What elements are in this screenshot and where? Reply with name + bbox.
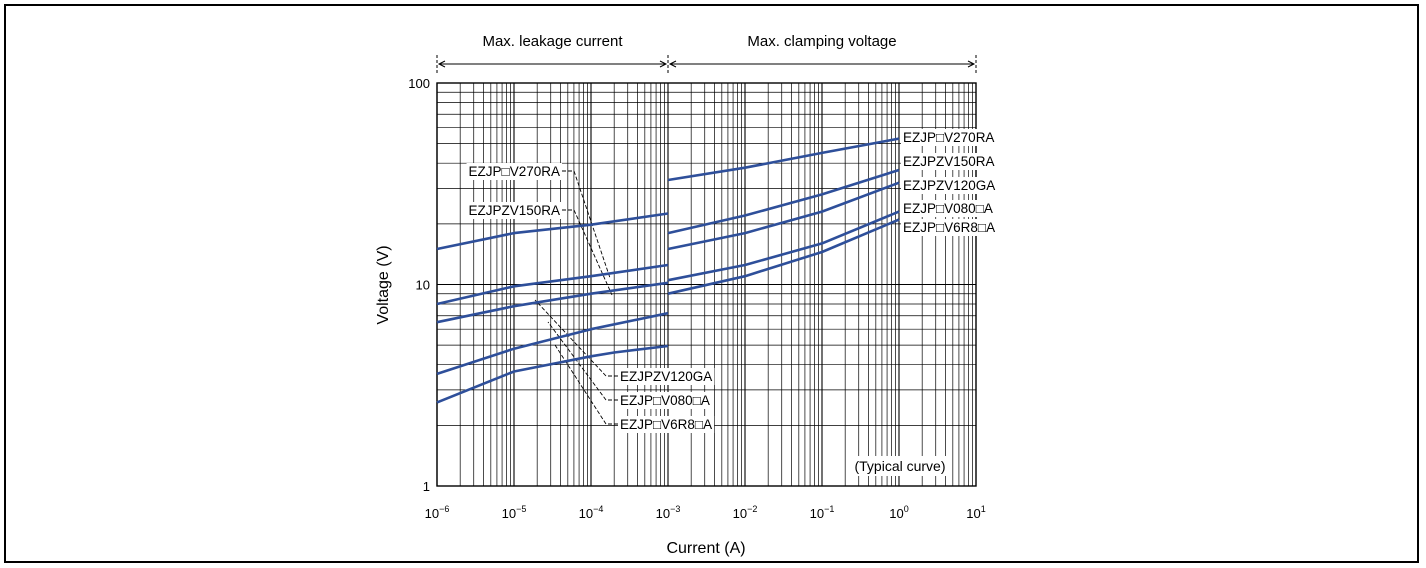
x-tick-label: 10−3 [656,504,681,521]
series-label-right: EZJPZV150RA [903,154,995,169]
annotation-background [851,456,949,476]
label-background [618,416,715,433]
label-background [901,129,997,146]
label-background [901,153,997,170]
series-line-leakage [436,311,669,376]
x-tick-label: 101 [966,504,985,521]
region-arrow-left [437,60,446,68]
series-label-lower: EZJP□V6R8□A [620,417,712,432]
plot-area-border [436,82,977,487]
region-brackets: Max. leakage current Max. clamping voltag… [436,33,977,73]
series-line-clamping [667,210,900,282]
label-background [618,368,715,385]
y-tick-label: 10 [416,278,430,293]
x-tick-label: 100 [889,504,908,521]
series-label-right: EZJP□V080□A [903,201,993,216]
region-label: Max. leakage current [482,33,623,50]
x-axis-label: Current (A) [666,540,745,557]
x-tick-label: 10−4 [579,504,604,521]
label-background [901,219,998,236]
leader-line [547,321,618,401]
series-line-clamping [667,137,900,182]
label-background [618,392,712,409]
leader-line [562,170,611,279]
leader-lines [534,170,618,425]
series-line-leakage [436,263,669,306]
x-tick-label: 10−2 [733,504,758,521]
y-axis-label: Voltage (V) [375,245,392,324]
leader-line [534,299,618,377]
series-label-right: EZJP□V6R8□A [903,220,995,235]
series-line-leakage [436,212,669,251]
x-tick-label: 10−5 [502,504,527,521]
series-line-clamping [667,168,900,235]
label-background [901,177,998,194]
leader-line [554,344,618,425]
series-labels: EZJP□V270RA EZJPZV150RA EZJPZV120GA EZJP□V0… [466,129,998,433]
label-background [466,163,562,180]
series-line-clamping [667,218,900,295]
region-label: Max. clamping voltage [747,33,896,50]
series-label-left: EZJPZV150RA [468,203,560,218]
series-line-clamping [667,181,900,251]
series-lines [436,137,900,404]
series-label-lower: EZJP□V080□A [620,393,710,408]
series-line-leakage [436,281,669,324]
x-tick-label: 10−6 [425,504,450,521]
region-arrow-right [967,60,976,68]
series-label-lower: EZJPZV120GA [620,369,712,384]
x-tick-label: 10−1 [810,504,835,521]
series-label-left: EZJP□V270RA [469,164,560,179]
series-label-right: EZJP□V270RA [903,130,994,145]
typical-curve-annotation: (Typical curve) [854,458,945,474]
series-line-leakage [436,344,669,404]
label-background [466,202,562,219]
y-tick-label: 100 [408,76,430,91]
label-background [901,200,995,217]
region-arrow-right [659,60,668,68]
region-arrow-left [668,60,677,68]
leader-line [562,209,613,296]
series-label-right: EZJPZV120GA [903,178,995,193]
y-tick-label: 1 [423,479,430,494]
